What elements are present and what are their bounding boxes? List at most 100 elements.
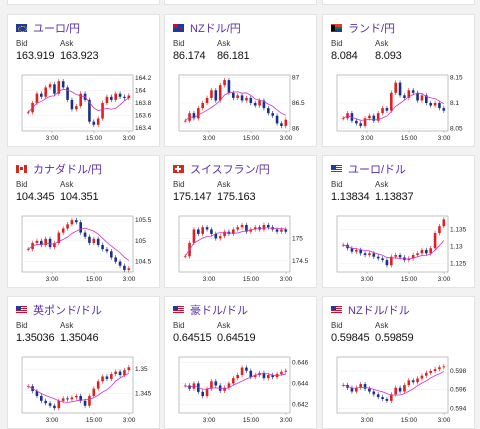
candle-body — [249, 229, 253, 232]
candle-body — [110, 251, 113, 258]
candle-body — [57, 232, 61, 243]
rate-card-nzd-jpy[interactable]: NZドル/円 Bid Ask 86.174 86.181 87 86.5 86 3:00 15:0… — [164, 14, 317, 147]
card-header: 英ポンド/ドル — [16, 303, 102, 317]
x-tick-label: 3:00 — [123, 417, 136, 424]
rate-card-nzd-usd[interactable]: NZドル/ドル Bid Ask 0.59845 0.59859 0.598 0.596 0.5… — [322, 296, 475, 429]
candle-body — [210, 229, 213, 234]
candle-body — [350, 387, 354, 392]
bid-label: Bid — [16, 321, 28, 330]
y-tick-label: 1.345 — [135, 391, 152, 398]
candle-body — [433, 232, 437, 249]
rate-card-zar-jpy[interactable]: ランド/円 Bid Ask 8.084 8.093 8.15 8.1 8.05 3:00 15:0… — [322, 14, 475, 147]
candle-body — [236, 374, 239, 379]
candle-body — [438, 103, 441, 109]
candle-body — [35, 93, 39, 103]
ask-label: Ask — [60, 321, 74, 330]
bid-label: Bid — [331, 39, 343, 48]
y-tick-label: 86.5 — [292, 100, 305, 107]
x-tick-label: 3:00 — [361, 276, 374, 283]
candle-body — [368, 253, 371, 256]
candle-body — [75, 106, 78, 110]
card-header: スイスフラン/円 — [173, 162, 270, 176]
x-tick-label: 15:00 — [243, 135, 260, 142]
card-header: ユーロ/円 — [16, 21, 80, 35]
price-chart: 164.2 164 163.8 163.6 163.4 3:00 15:00 3:00 — [21, 74, 152, 142]
candle-body — [44, 238, 47, 246]
bid-value: 0.59845 — [331, 332, 370, 344]
pair-title[interactable]: カナダドル/円 — [33, 164, 103, 176]
ask-label: Ask — [375, 180, 389, 189]
y-tick-label: 86 — [292, 125, 300, 132]
candle-body — [201, 103, 204, 109]
candle-body — [79, 395, 82, 401]
rate-card-eur-usd[interactable]: ユーロ/ドル Bid Ask 1.13834 1.13837 1.135 1.13 1.125… — [322, 155, 475, 288]
x-tick-label: 3:00 — [203, 417, 216, 424]
candle-body — [385, 399, 389, 401]
candle-body — [403, 385, 406, 392]
candle-body — [284, 229, 288, 232]
candle-body — [275, 115, 279, 124]
pair-title[interactable]: ランド/円 — [348, 23, 396, 35]
price-chart: 105.5 105 104.5 3:00 15:00 3:00 — [21, 215, 152, 283]
y-tick-label: 0.644 — [292, 380, 309, 387]
flag-icon — [173, 24, 184, 32]
candle-body — [368, 115, 371, 119]
pair-title[interactable]: ユーロ/円 — [33, 23, 81, 35]
y-tick-label: 105 — [135, 238, 146, 245]
candle-body — [40, 240, 43, 246]
candle-body — [407, 380, 411, 385]
card-partial-top-1[interactable] — [7, 0, 160, 5]
candle-body — [70, 99, 74, 110]
pair-title[interactable]: ユーロ/ドル — [348, 164, 407, 176]
flag-icon — [331, 306, 342, 314]
candle-body — [79, 222, 82, 233]
rate-card-eur-jpy[interactable]: ユーロ/円 Bid Ask 163.919 163.923 164.2 164 163.8 16… — [7, 14, 160, 147]
y-tick-label: 8.1 — [450, 100, 459, 107]
rate-card-gbp-usd[interactable]: 英ポンド/ドル Bid Ask 1.35036 1.35046 1.35 1.345 3:00… — [7, 296, 160, 429]
y-tick-label: 0.646 — [292, 359, 309, 366]
candle-body — [227, 80, 231, 93]
candle-body — [376, 394, 380, 398]
bid-label: Bid — [331, 321, 343, 330]
candle-body — [425, 95, 428, 103]
ask-value: 86.181 — [217, 50, 250, 62]
x-tick-label: 15:00 — [243, 276, 260, 283]
card-partial-top-2[interactable] — [164, 0, 317, 5]
pair-title[interactable]: スイスフラン/円 — [190, 164, 270, 176]
candle-body — [61, 228, 65, 233]
flag-icon — [16, 165, 27, 173]
pair-title[interactable]: NZドル/円 — [190, 23, 241, 35]
candle-body — [433, 103, 437, 106]
candle-body — [197, 229, 200, 234]
pair-title[interactable]: NZドル/ドル — [348, 305, 410, 317]
price-chart: 1.35 1.345 3:00 15:00 3:00 — [21, 356, 152, 424]
bid-value: 0.64515 — [173, 332, 212, 344]
candle-body — [118, 261, 122, 266]
ask-label: Ask — [217, 180, 231, 189]
candle-body — [350, 248, 354, 252]
y-tick-label: 175 — [292, 235, 303, 242]
rate-card-chf-jpy[interactable]: スイスフラン/円 Bid Ask 175.147 175.163 175 174.5 3:00… — [164, 155, 317, 288]
ask-value: 0.59859 — [375, 332, 414, 344]
bid-label: Bid — [173, 180, 185, 189]
candle-body — [53, 405, 56, 409]
rate-card-aud-usd[interactable]: 豪ドル/ドル Bid Ask 0.64515 0.64519 0.646 0.644 0.64… — [164, 296, 317, 429]
price-chart: 8.15 8.1 8.05 3:00 15:00 3:00 — [336, 75, 463, 142]
candle-body — [429, 371, 432, 373]
y-tick-label: 87 — [292, 75, 300, 82]
moving-average-line — [343, 371, 444, 396]
x-tick-label: 3:00 — [203, 276, 216, 283]
pair-title[interactable]: 豪ドル/ドル — [190, 305, 249, 317]
pair-title[interactable]: 英ポンド/ドル — [33, 305, 103, 317]
rate-card-cad-jpy[interactable]: カナダドル/円 Bid Ask 104.345 104.351 105.5 105 104.5… — [7, 155, 160, 288]
card-partial-top-3[interactable] — [322, 0, 475, 5]
candle-body — [57, 400, 61, 409]
card-header: カナダドル/円 — [16, 162, 102, 176]
x-tick-label: 15:00 — [86, 276, 103, 283]
candle-body — [442, 108, 446, 111]
candle-body — [280, 371, 283, 374]
y-tick-label: 0.642 — [292, 402, 309, 409]
bid-value: 1.35036 — [16, 332, 55, 344]
candle-body — [66, 398, 69, 400]
bid-value: 1.13834 — [331, 191, 370, 203]
